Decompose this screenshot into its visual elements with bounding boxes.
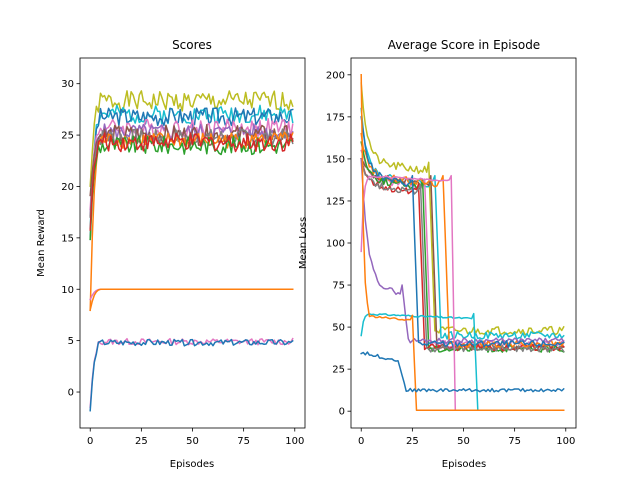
x-tick-label-4: 100 <box>285 436 304 447</box>
series-line-13 <box>89 338 294 412</box>
x-tick-label-2: 50 <box>457 436 470 447</box>
y-tick-label-2: 50 <box>332 323 345 334</box>
x-tick-label-3: 75 <box>237 436 250 447</box>
x-tick-label-0: 0 <box>358 436 364 447</box>
x-tick-label-3: 75 <box>508 436 521 447</box>
scores-x-ticks: 0 25 50 75 100 <box>87 428 304 447</box>
x-tick-label-1: 25 <box>135 436 148 447</box>
y-tick-label-2: 10 <box>61 285 74 296</box>
y-tick-label-0: 0 <box>339 407 345 418</box>
series-line-6 <box>360 157 565 353</box>
series-line-9 <box>89 132 294 231</box>
series-line-0 <box>360 82 565 336</box>
scores-y-label: Mean Reward <box>36 209 47 277</box>
series-line-13 <box>360 351 565 393</box>
y-tick-label-5: 125 <box>326 196 345 207</box>
y-tick-label-4: 100 <box>326 239 345 250</box>
series-line-9 <box>360 116 565 348</box>
average-score-x-label: Episodes <box>442 459 486 470</box>
average-score-lines <box>360 74 565 412</box>
y-tick-label-6: 150 <box>326 154 345 165</box>
average-score-y-ticks: 0 25 50 75 100 125 150 175 200 <box>326 70 351 418</box>
y-tick-label-5: 25 <box>61 131 74 142</box>
average-score-x-ticks: 0 25 50 75 100 <box>358 428 575 447</box>
series-line-12 <box>360 74 565 412</box>
y-tick-label-8: 200 <box>326 70 345 81</box>
series-line-11 <box>89 288 294 311</box>
average-score-y-label: Mean Loss <box>298 217 309 269</box>
series-line-8 <box>89 135 294 241</box>
y-tick-label-7: 175 <box>326 112 345 123</box>
y-tick-label-3: 15 <box>61 233 74 244</box>
series-line-2 <box>89 107 294 241</box>
y-tick-label-1: 25 <box>332 365 345 376</box>
average-score-title: Average Score in Episode <box>388 38 540 52</box>
y-tick-label-1: 5 <box>68 336 74 347</box>
x-tick-label-2: 50 <box>186 436 199 447</box>
scores-title: Scores <box>172 38 212 52</box>
scores-lines <box>89 90 294 412</box>
x-tick-label-4: 100 <box>556 436 575 447</box>
x-tick-label-1: 25 <box>406 436 419 447</box>
average-score-plot: Average Score in Episode 0 25 50 75 100 0 25 5… <box>298 38 577 470</box>
y-tick-label-0: 0 <box>68 388 74 399</box>
scores-y-ticks: 0 5 10 15 20 25 30 <box>61 79 80 399</box>
y-tick-label-6: 30 <box>61 79 74 90</box>
x-tick-label-0: 0 <box>87 436 93 447</box>
series-line-8 <box>360 158 565 344</box>
y-tick-label-4: 20 <box>61 182 74 193</box>
y-tick-label-3: 75 <box>332 281 345 292</box>
series-line-0 <box>89 90 294 187</box>
scores-x-label: Episodes <box>170 459 214 470</box>
